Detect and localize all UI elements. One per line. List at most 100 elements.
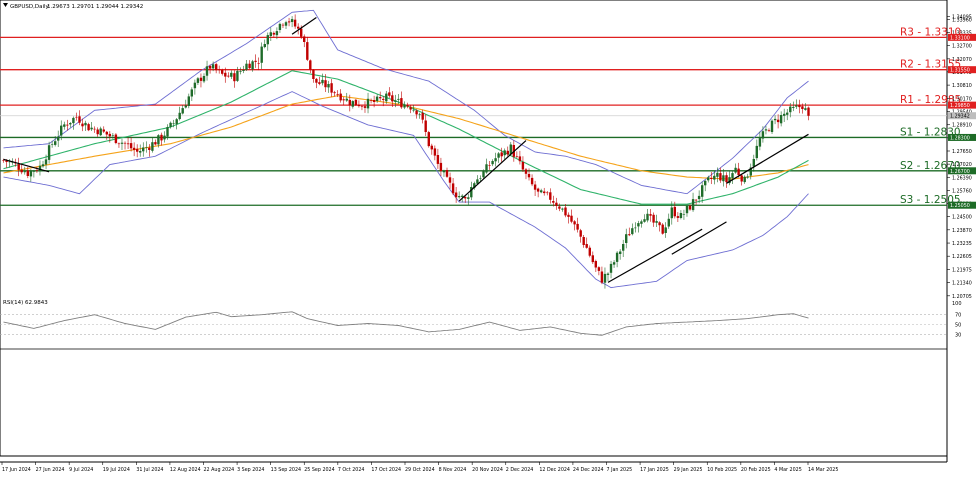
price-tag-label: 1.33100 bbox=[950, 35, 970, 41]
price-tick-label: 1.27650 bbox=[952, 149, 972, 155]
candle-body bbox=[202, 76, 206, 82]
price-tick-label: 1.20705 bbox=[952, 294, 972, 300]
candle-body bbox=[293, 19, 297, 27]
candle-body bbox=[117, 143, 121, 145]
candle-body bbox=[679, 213, 683, 218]
candle-body bbox=[628, 234, 631, 236]
candle-body bbox=[87, 124, 90, 131]
level-label-resistance: R2 - 1.3155 bbox=[900, 59, 961, 71]
candle-body bbox=[142, 147, 145, 152]
time-tick-label: 20 Nov 2024 bbox=[472, 467, 503, 473]
price-tags: 1.33100 1.31550 1.29850 1.29342 1.28300 1.267… bbox=[948, 33, 976, 209]
candle-body bbox=[688, 205, 692, 210]
candle-body bbox=[549, 192, 552, 200]
candle-body bbox=[345, 98, 348, 101]
rsi-line bbox=[3, 311, 809, 336]
candle-body bbox=[99, 128, 102, 136]
price-tag-label: 1.29850 bbox=[950, 103, 970, 109]
candle-body bbox=[5, 160, 8, 162]
candle-body bbox=[163, 135, 166, 140]
trendline bbox=[3, 158, 50, 173]
candle-body bbox=[32, 171, 36, 172]
candle-body bbox=[35, 170, 39, 171]
candle-body bbox=[524, 169, 528, 174]
candle-body bbox=[439, 162, 443, 172]
candle-body bbox=[615, 252, 619, 262]
candle-body bbox=[230, 72, 233, 77]
candle-body bbox=[132, 147, 136, 150]
candle-body bbox=[348, 99, 351, 106]
candle-body bbox=[72, 117, 75, 124]
time-tick-label: 22 Aug 2024 bbox=[204, 467, 235, 473]
candle-body bbox=[363, 106, 367, 108]
level-label-support: S1 - 1.2830 bbox=[900, 126, 961, 138]
candle-body bbox=[731, 173, 734, 179]
time-tick-label: 3 Sep 2024 bbox=[237, 467, 264, 473]
candle-body bbox=[728, 177, 731, 184]
time-tick-label: 2 Dec 2024 bbox=[506, 467, 534, 473]
candle-body bbox=[473, 183, 476, 188]
time-tick-label: 14 Mar 2025 bbox=[808, 467, 838, 473]
candle-body bbox=[770, 120, 774, 132]
candle-body bbox=[467, 197, 470, 199]
time-tick-label: 12 Aug 2024 bbox=[170, 467, 201, 473]
candle-body bbox=[643, 219, 646, 222]
candle-body bbox=[497, 153, 500, 158]
price-tag-box bbox=[948, 33, 976, 41]
candle-body bbox=[606, 273, 610, 275]
candle-body bbox=[54, 141, 57, 145]
candle-body bbox=[506, 150, 509, 155]
candle-body bbox=[786, 112, 789, 115]
candle-body bbox=[187, 96, 190, 106]
candle-body bbox=[564, 207, 567, 216]
candle-body bbox=[418, 114, 421, 115]
candle-body bbox=[783, 113, 786, 116]
candle-body bbox=[366, 98, 370, 109]
candle-body bbox=[530, 177, 534, 185]
level-label-resistance: R1 - 1.2985 bbox=[900, 94, 961, 106]
candle-body bbox=[102, 129, 105, 132]
price-tag-box bbox=[948, 112, 976, 120]
candle-body bbox=[764, 129, 768, 131]
candle-body bbox=[254, 60, 257, 62]
candle-body bbox=[795, 105, 798, 107]
candle-body bbox=[391, 95, 394, 102]
time-tick-label: 27 Jun 2024 bbox=[36, 467, 65, 473]
candle-body bbox=[388, 92, 391, 96]
candle-body bbox=[385, 93, 388, 102]
collapse-triangle-icon[interactable] bbox=[3, 3, 8, 7]
candle-body bbox=[69, 123, 72, 125]
candle-body bbox=[749, 167, 752, 176]
candle-body bbox=[555, 202, 558, 206]
candle-body bbox=[661, 224, 664, 234]
candle-body bbox=[406, 105, 409, 107]
candle-body bbox=[360, 106, 364, 107]
candle-body bbox=[351, 101, 354, 107]
candle-body bbox=[44, 159, 48, 165]
candle-body bbox=[743, 176, 746, 183]
time-tick-label: 13 Sep 2024 bbox=[271, 467, 301, 473]
price-tick-label: 1.33960 bbox=[952, 17, 972, 23]
candle-body bbox=[415, 110, 418, 115]
candle-body bbox=[196, 78, 200, 83]
candle-body bbox=[719, 173, 722, 181]
candle-body bbox=[260, 46, 263, 63]
candle-body bbox=[570, 215, 573, 222]
price-tick-label: 1.28910 bbox=[952, 123, 972, 129]
time-tick-label: 17 Jun 2024 bbox=[2, 467, 31, 473]
time-tick-label: 17 Oct 2024 bbox=[371, 467, 401, 473]
candle-body bbox=[521, 162, 525, 170]
candle-body bbox=[789, 106, 792, 113]
candle-body bbox=[8, 161, 11, 163]
candle-body bbox=[245, 63, 248, 70]
candle-body bbox=[136, 148, 139, 152]
candle-body bbox=[707, 177, 710, 181]
candle-body bbox=[41, 164, 45, 167]
candle-body bbox=[284, 22, 288, 26]
candle-body bbox=[66, 124, 69, 126]
candle-body bbox=[148, 147, 151, 150]
candle-body bbox=[546, 192, 549, 194]
candle-body bbox=[458, 196, 461, 198]
level-label-support: S2 - 1.2670 bbox=[900, 160, 961, 172]
